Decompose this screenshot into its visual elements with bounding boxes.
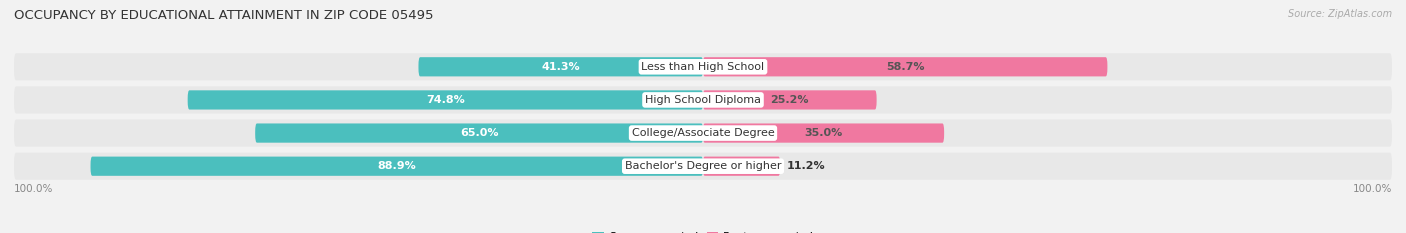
FancyBboxPatch shape	[703, 157, 780, 176]
FancyBboxPatch shape	[187, 90, 703, 110]
Text: 74.8%: 74.8%	[426, 95, 465, 105]
Text: Source: ZipAtlas.com: Source: ZipAtlas.com	[1288, 9, 1392, 19]
Text: Less than High School: Less than High School	[641, 62, 765, 72]
FancyBboxPatch shape	[14, 53, 1392, 80]
Text: 25.2%: 25.2%	[770, 95, 808, 105]
FancyBboxPatch shape	[90, 157, 703, 176]
Legend: Owner-occupied, Renter-occupied: Owner-occupied, Renter-occupied	[592, 232, 814, 233]
FancyBboxPatch shape	[703, 90, 876, 110]
Text: 100.0%: 100.0%	[14, 184, 53, 194]
FancyBboxPatch shape	[14, 120, 1392, 147]
FancyBboxPatch shape	[703, 57, 1108, 76]
FancyBboxPatch shape	[254, 123, 703, 143]
Text: High School Diploma: High School Diploma	[645, 95, 761, 105]
Text: 88.9%: 88.9%	[377, 161, 416, 171]
FancyBboxPatch shape	[703, 123, 945, 143]
Text: Bachelor's Degree or higher: Bachelor's Degree or higher	[624, 161, 782, 171]
Text: 58.7%: 58.7%	[886, 62, 925, 72]
Text: 41.3%: 41.3%	[541, 62, 581, 72]
Text: OCCUPANCY BY EDUCATIONAL ATTAINMENT IN ZIP CODE 05495: OCCUPANCY BY EDUCATIONAL ATTAINMENT IN Z…	[14, 9, 433, 22]
FancyBboxPatch shape	[14, 153, 1392, 180]
Text: 65.0%: 65.0%	[460, 128, 498, 138]
FancyBboxPatch shape	[14, 86, 1392, 113]
Text: College/Associate Degree: College/Associate Degree	[631, 128, 775, 138]
Text: 35.0%: 35.0%	[804, 128, 842, 138]
Text: 100.0%: 100.0%	[1353, 184, 1392, 194]
Text: 11.2%: 11.2%	[787, 161, 825, 171]
FancyBboxPatch shape	[419, 57, 703, 76]
